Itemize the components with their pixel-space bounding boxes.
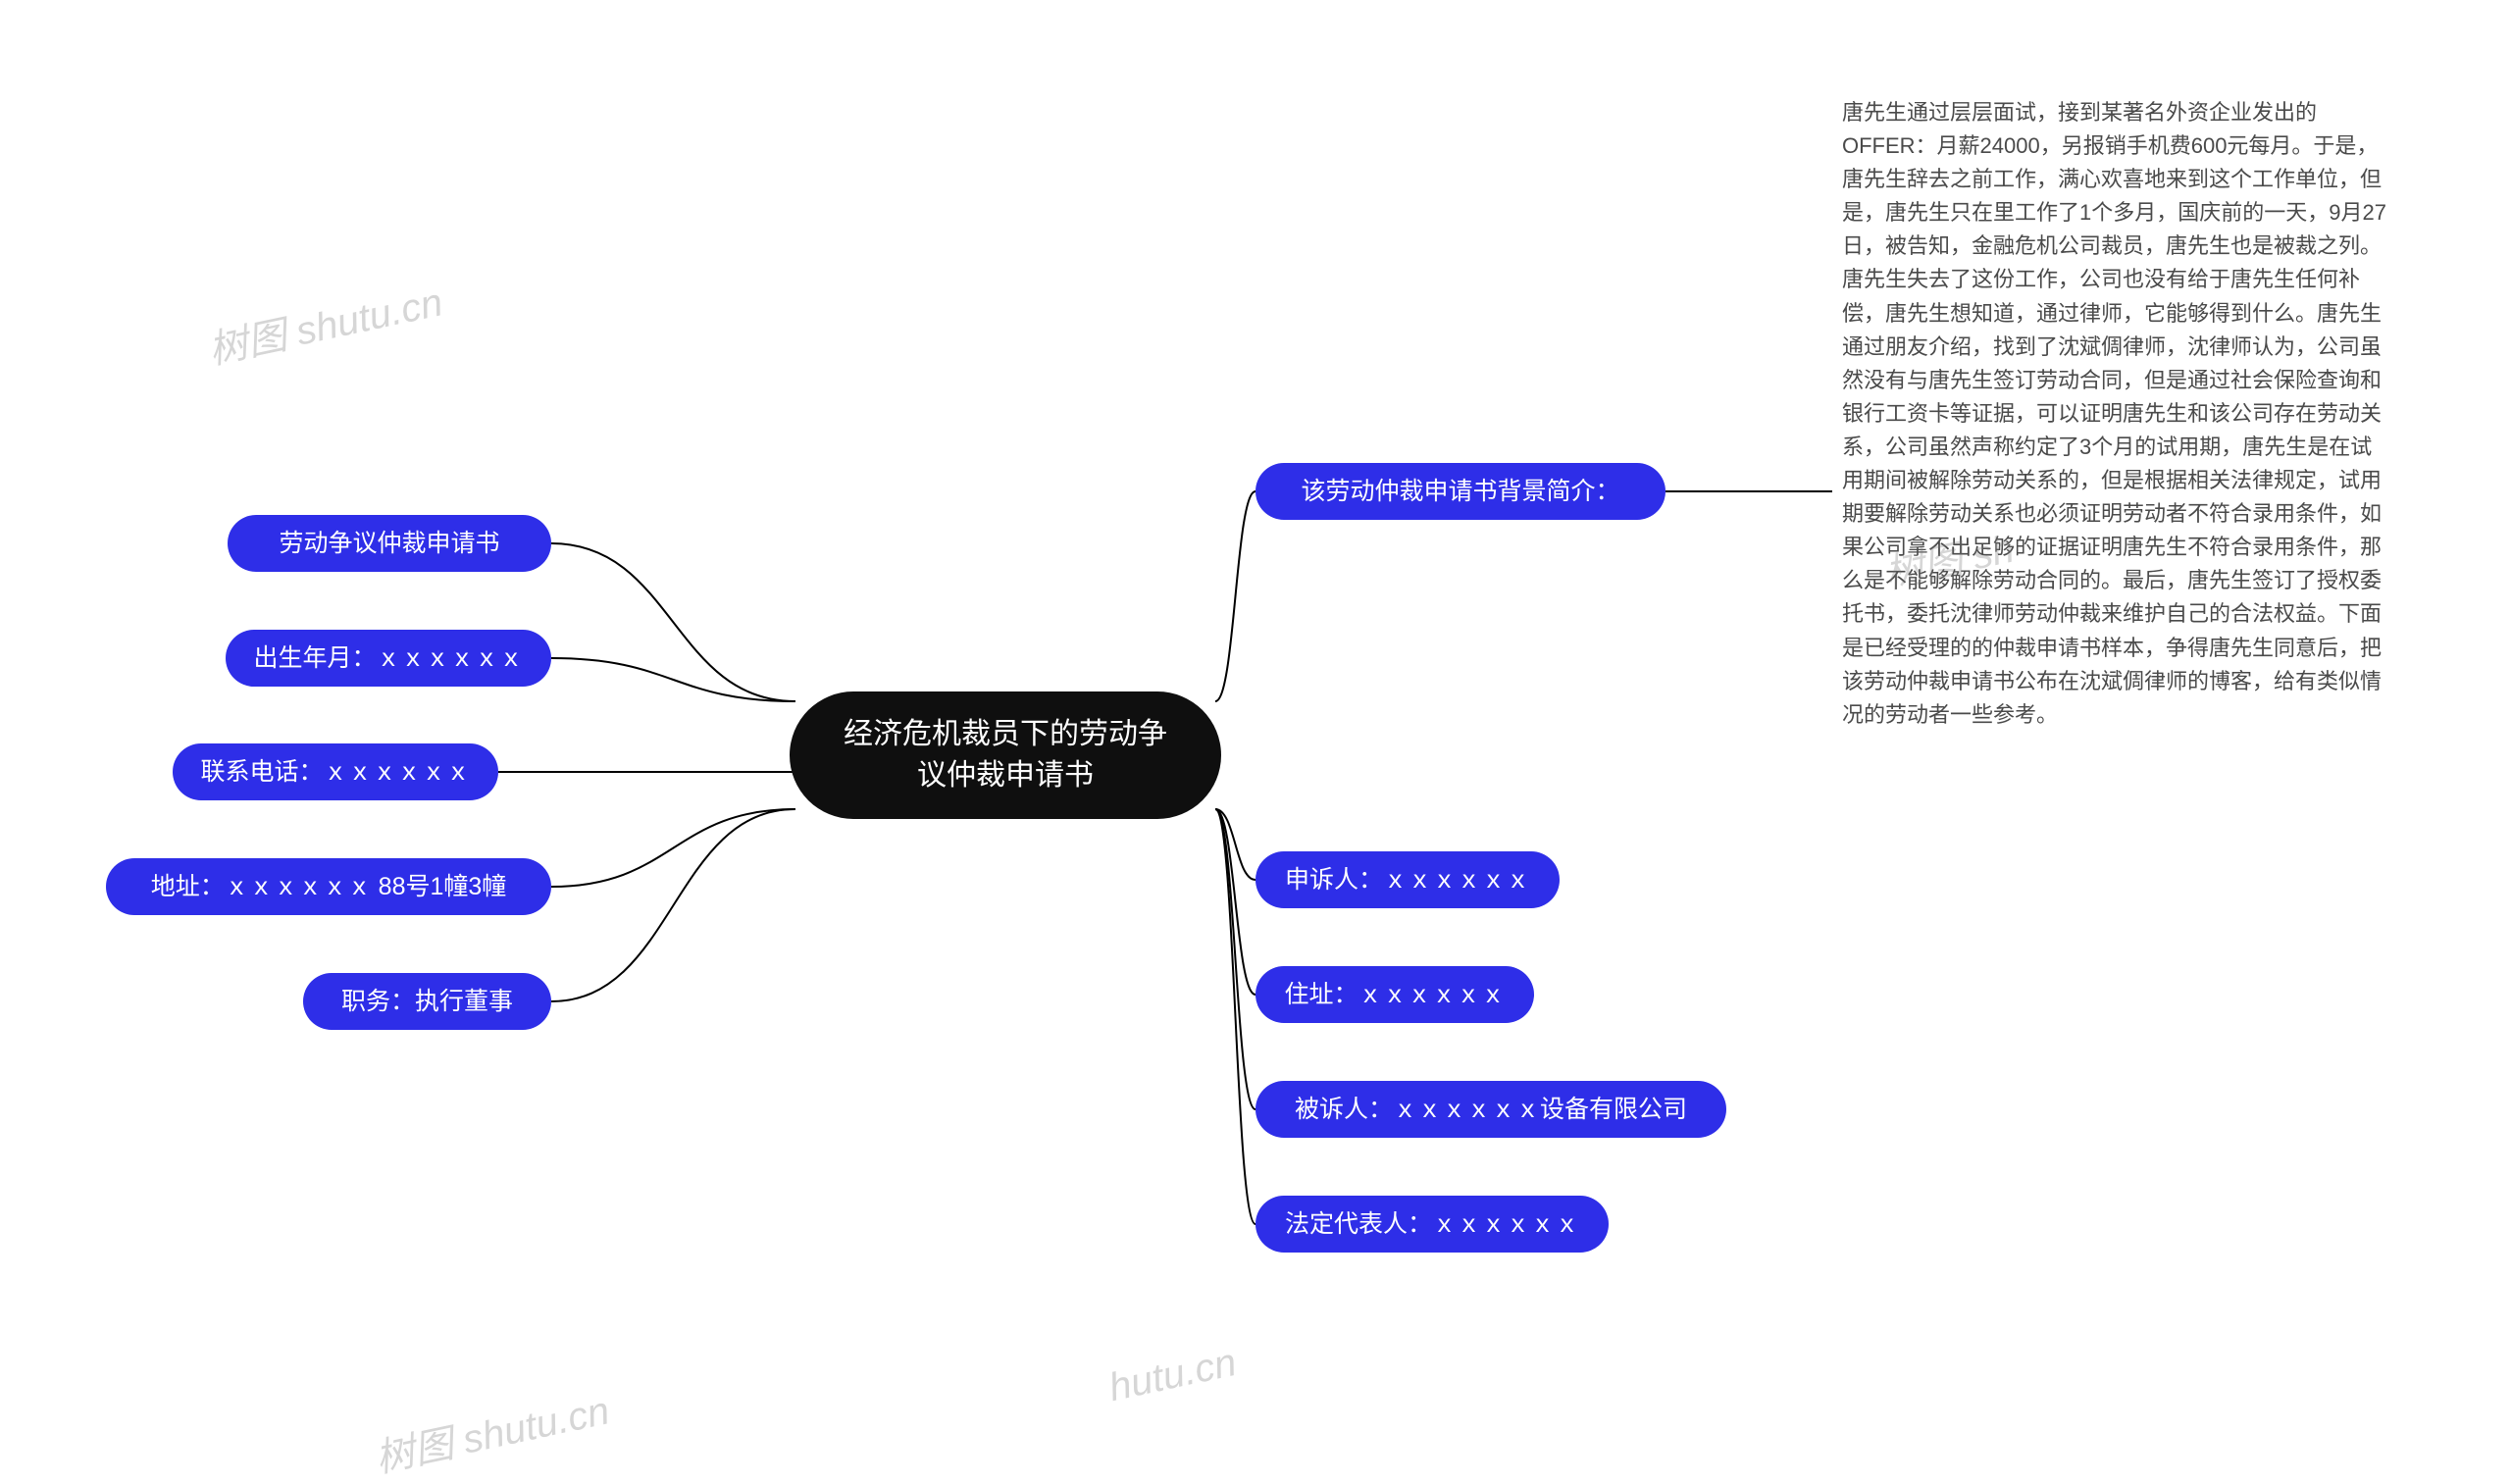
branch-r4: 被诉人：ｘｘｘｘｘｘ设备有限公司 <box>1256 1081 1726 1138</box>
center-label: 经济危机裁员下的劳动争议仲裁申请书 <box>839 714 1172 796</box>
branch-r4-label: 被诉人：ｘｘｘｘｘｘ设备有限公司 <box>1295 1093 1687 1127</box>
branch-l5: 职务：执行董事 <box>303 973 551 1030</box>
branch-l1: 劳动争议仲裁申请书 <box>228 515 551 572</box>
branch-r1-label: 该劳动仲裁申请书背景简介： <box>1301 475 1619 509</box>
branch-l4-label: 地址：ｘｘｘｘｘｘ 88号1幢3幢 <box>151 870 507 904</box>
watermark: hutu.cn <box>1105 1341 1241 1410</box>
branch-r1-detail: 唐先生通过层层面试，接到某著名外资企业发出的OFFER：月薪24000，另报销手… <box>1842 96 2391 732</box>
branch-r3-label: 住址：ｘｘｘｘｘｘ <box>1285 978 1506 1012</box>
mindmap-canvas: 经济危机裁员下的劳动争议仲裁申请书 劳动争议仲裁申请书 出生年月：ｘｘｘｘｘｘ … <box>0 0 2511 1484</box>
branch-l4: 地址：ｘｘｘｘｘｘ 88号1幢3幢 <box>106 858 551 915</box>
branch-r1: 该劳动仲裁申请书背景简介： <box>1256 463 1665 520</box>
center-node: 经济危机裁员下的劳动争议仲裁申请书 <box>790 691 1221 819</box>
branch-r5-label: 法定代表人：ｘｘｘｘｘｘ <box>1285 1207 1579 1242</box>
branch-l2: 出生年月：ｘｘｘｘｘｘ <box>226 630 551 687</box>
branch-r2-label: 申诉人：ｘｘｘｘｘｘ <box>1285 863 1530 897</box>
branch-l1-label: 劳动争议仲裁申请书 <box>279 527 499 561</box>
branch-r2: 申诉人：ｘｘｘｘｘｘ <box>1256 851 1560 908</box>
branch-l3: 联系电话：ｘｘｘｘｘｘ <box>173 743 498 800</box>
branch-l2-label: 出生年月：ｘｘｘｘｘｘ <box>254 641 524 676</box>
watermark: 树图 shutu.cn <box>370 1378 614 1483</box>
branch-l3-label: 联系电话：ｘｘｘｘｘｘ <box>201 755 471 790</box>
branch-l5-label: 职务：执行董事 <box>341 985 513 1019</box>
branch-r3: 住址：ｘｘｘｘｘｘ <box>1256 966 1534 1023</box>
watermark: 树图 shutu.cn <box>203 270 447 375</box>
branch-r5: 法定代表人：ｘｘｘｘｘｘ <box>1256 1196 1609 1253</box>
